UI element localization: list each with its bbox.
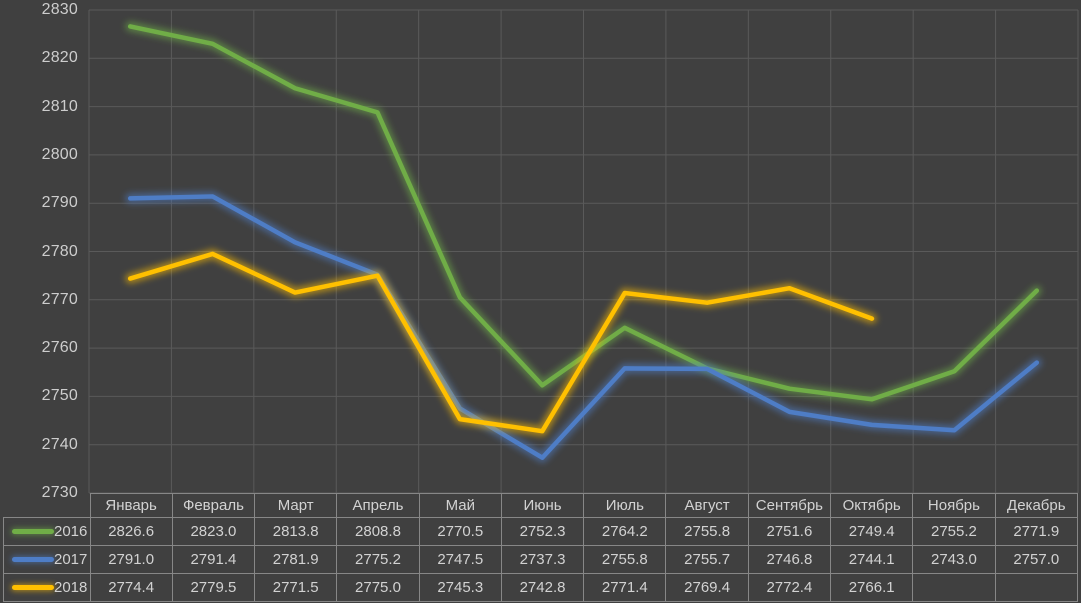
month-header-cell: Апрель: [336, 493, 420, 518]
y-axis-tick-label: 2730: [41, 484, 78, 501]
table-value-cell: 2772.4: [747, 573, 832, 602]
table-value-cell: 2791.4: [171, 545, 256, 574]
table-value-cell: 2743.0: [912, 545, 996, 574]
legend-label: 2018: [54, 579, 88, 596]
table-value-cell: 2823.0: [171, 517, 256, 546]
month-header-cell: Январь: [89, 493, 173, 518]
table-value-cell: [994, 573, 1079, 602]
table-value-cell: 2737.3: [500, 545, 585, 574]
table-row-2017: 2017 2791.0 2791.4 2781.9 2775.2 2747.5 2737.3…: [3, 545, 1079, 574]
legend-cell-2016: 2016: [3, 517, 91, 546]
table-value-cell: 2755.8: [665, 517, 749, 546]
table-corner-blank: [4, 494, 91, 518]
y-axis-tick-label: 2770: [41, 290, 78, 308]
table-value-cell: 2775.0: [336, 573, 420, 602]
table-value-cell: 2813.8: [254, 517, 338, 546]
gridlines: [88, 9, 1079, 494]
y-axis-tick-label: 2810: [41, 97, 78, 115]
legend-cell-2017: 2017: [3, 545, 91, 574]
table-value-cell: 2752.3: [500, 517, 585, 546]
month-header-cell: Май: [418, 493, 502, 518]
month-header-row: Январь Февраль Март Апрель Май Июнь Июль Август…: [4, 493, 1079, 518]
table-value-cell: 2808.8: [336, 517, 420, 546]
table-value-cell: 2766.1: [830, 573, 914, 602]
legend-label: 2016: [54, 523, 88, 540]
table-value-cell: [912, 573, 996, 602]
table-value-cell: 2742.8: [500, 573, 585, 602]
y-axis-tick-label: 2780: [41, 242, 78, 260]
month-header-cell: Март: [254, 493, 338, 518]
legend-swatch-2017: [12, 557, 54, 562]
table-value-cell: 2770.5: [418, 517, 502, 546]
table-value-cell: 2755.8: [583, 545, 667, 574]
y-axis-tick-label: 2750: [41, 387, 78, 405]
table-header-row: Январь Февраль Март Апрель Май Июнь Июль Август…: [4, 493, 1079, 518]
y-axis-tick-label: 2740: [41, 435, 78, 453]
table-row-2018: 2018 2774.4 2779.5 2771.5 2775.0 2745.3 2742.8…: [3, 573, 1079, 602]
y-axis-tick-label: 2790: [41, 194, 78, 212]
table-value-cell: 2746.8: [747, 545, 832, 574]
month-header-cell: Февраль: [171, 493, 256, 518]
y-axis-tick-label: 2800: [41, 145, 78, 163]
y-axis-tick-label: 2830: [41, 1, 78, 18]
table-value-cell: 2745.3: [418, 573, 502, 602]
table-value-cell: 2764.2: [583, 517, 667, 546]
table-value-cell: 2781.9: [254, 545, 338, 574]
series-line-2018: [127, 251, 875, 434]
table-value-cell: 2747.5: [418, 545, 502, 574]
series-line-2017: [127, 194, 1040, 460]
table-value-cell: 2769.4: [665, 573, 749, 602]
table-value-cell: 2755.2: [912, 517, 996, 546]
month-header-cell: Октябрь: [830, 493, 914, 518]
table-value-cell: 2771.9: [994, 517, 1079, 546]
table-value-cell: 2774.4: [89, 573, 173, 602]
table-value-cell: 2755.7: [665, 545, 749, 574]
table-value-cell: 2771.4: [583, 573, 667, 602]
month-header-cell: Декабрь: [994, 493, 1079, 518]
table-row-2016: 2016 2826.6 2823.0 2813.8 2808.8 2770.5 2752.3…: [3, 517, 1079, 546]
data-table: Январь Февраль Март Апрель Май Июнь Июль Август…: [3, 493, 1079, 602]
table-value-cell: 2757.0: [994, 545, 1079, 574]
table-value-cell: 2779.5: [171, 573, 256, 602]
month-header-cell: Июль: [583, 493, 667, 518]
table-value-cell: 2744.1: [830, 545, 914, 574]
table-value-cell: 2749.4: [830, 517, 914, 546]
legend-swatch-2018: [12, 585, 54, 590]
legend-swatch-2016: [12, 529, 54, 534]
series-lines: [125, 21, 1042, 463]
month-header-cell: Август: [665, 493, 749, 518]
table-value-cell: 2775.2: [336, 545, 420, 574]
month-header-cell: Ноябрь: [912, 493, 996, 518]
y-axis-tick-label: 2760: [41, 339, 78, 357]
table-value-cell: 2771.5: [254, 573, 338, 602]
table-value-cell: 2791.0: [89, 545, 173, 574]
table-value-cell: 2751.6: [747, 517, 832, 546]
y-axis-tick-label: 2820: [41, 49, 78, 67]
table-body: 2016 2826.6 2823.0 2813.8 2808.8 2770.5 2752.3…: [3, 517, 1079, 602]
legend-label: 2017: [54, 551, 88, 568]
month-header-cell: Июнь: [500, 493, 585, 518]
month-header-cell: Сентябрь: [747, 493, 832, 518]
legend-cell-2018: 2018: [3, 573, 91, 602]
table-value-cell: 2826.6: [89, 517, 173, 546]
